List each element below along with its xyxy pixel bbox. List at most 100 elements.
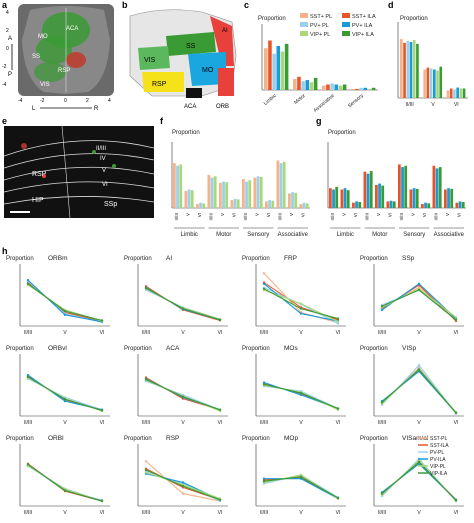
data-point (417, 368, 421, 371)
data-point (218, 318, 222, 321)
label-orb: ORB (216, 104, 229, 110)
x-tick-label: II/III (243, 213, 248, 221)
data-point (100, 499, 104, 503)
y-axis-label: Proportion (258, 16, 286, 22)
panel-f-chart: Proportion II/III V VI II/III V VI II/III V VI II/… (171, 130, 310, 238)
data-point (417, 282, 421, 286)
subplot-title: MOp (284, 435, 298, 442)
x-tick-label: II/III (378, 420, 386, 426)
data-point (262, 381, 266, 384)
data-point (218, 408, 222, 411)
x-tick-label: V (376, 213, 381, 216)
data-point (144, 460, 148, 463)
legend-swatch (342, 22, 350, 27)
x-tick-label: V (417, 330, 421, 336)
region-ss-shape (166, 32, 216, 56)
region-aca: ACA (66, 26, 78, 32)
bar (230, 200, 234, 208)
bar (429, 68, 433, 98)
data-point (454, 316, 458, 319)
bar (355, 88, 359, 90)
bar (459, 88, 463, 98)
data-point (144, 468, 148, 472)
data-point (299, 312, 303, 315)
bar (392, 201, 396, 208)
series-line (27, 464, 103, 502)
bar (406, 41, 410, 98)
bar (398, 164, 401, 208)
bar (335, 186, 339, 208)
y-axis-label: Proportion (360, 436, 388, 442)
panel-d-letter: d (388, 0, 394, 10)
x-tick-label: II/III (174, 213, 179, 221)
x-tick-label: II/III (142, 420, 150, 426)
bar (403, 42, 406, 98)
label-ss: SS (186, 43, 196, 50)
data-point (417, 288, 421, 292)
bar (435, 168, 439, 208)
x-tick-label: V (431, 102, 435, 108)
label-rsp: RSP (32, 171, 47, 178)
bar (294, 192, 298, 208)
data-point (336, 317, 340, 320)
area-boundary (61, 126, 71, 218)
data-point (63, 398, 67, 401)
panel-c-letter: c (244, 0, 250, 10)
x-tick-label: VI (218, 510, 223, 516)
bar (416, 43, 419, 98)
bar (268, 40, 272, 90)
bar (309, 82, 314, 90)
legend-entry: SST-PL (430, 436, 447, 442)
data-point (26, 278, 30, 282)
bar (352, 202, 355, 208)
x-tick-label: VI (218, 330, 223, 336)
region-aca-shape (186, 88, 202, 98)
x-tick-label: V (220, 213, 225, 216)
data-point (144, 471, 148, 474)
group-label: Limbic (337, 232, 354, 238)
bar (343, 188, 347, 208)
data-point (218, 498, 222, 501)
posterior-label: P (8, 72, 12, 78)
subplot-title: ORBm (48, 255, 68, 262)
x-tick-label: VI (456, 213, 461, 217)
y-axis-label: Proportion (124, 256, 152, 262)
bar (173, 163, 176, 208)
label-hip: HIP (32, 197, 44, 204)
bar (332, 189, 335, 208)
panel-g-chart: Proportion II/III V VI II/III V VI II/III V VI II/… (327, 130, 466, 238)
bar (401, 167, 404, 208)
x-tick-label: VI (266, 213, 271, 217)
data-point (181, 307, 185, 310)
bar (288, 193, 291, 208)
bar (279, 163, 283, 208)
label-aca: ACA (184, 104, 196, 110)
x-tick-label: V (299, 510, 303, 516)
bar (248, 180, 252, 208)
bar (438, 167, 442, 208)
bar (371, 87, 376, 90)
bar (461, 202, 465, 208)
bar (369, 171, 373, 208)
bar (359, 87, 363, 90)
bar (358, 202, 362, 208)
data-point (336, 322, 340, 325)
data-point (63, 399, 67, 403)
right-label: R (94, 106, 99, 112)
series-line (27, 464, 103, 502)
x-tick-label: VI (454, 330, 459, 336)
bar (284, 43, 289, 90)
bar (253, 177, 257, 208)
y-axis-label: Proportion (400, 16, 428, 22)
bar (256, 176, 260, 208)
bar (409, 189, 413, 208)
x-tick-label: V (185, 213, 190, 216)
data-point (63, 309, 67, 313)
x-tick-label: II/III (142, 510, 150, 516)
x-tick-label: VI (353, 213, 358, 217)
layer-boundary-2 (4, 153, 154, 169)
bar (176, 165, 179, 208)
subplot-title: RSP (166, 435, 179, 442)
bar (233, 198, 237, 208)
bar (462, 88, 466, 98)
